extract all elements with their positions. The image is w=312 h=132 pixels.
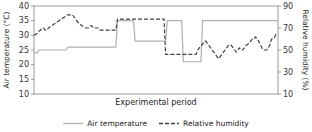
y2-tick: [278, 72, 281, 73]
y2-tick: [278, 6, 281, 7]
legend-swatch: [63, 123, 83, 124]
legend-swatch: [159, 123, 179, 124]
y-axis-label: Air temperature (°C): [2, 11, 11, 88]
y2-tick-label: 70: [283, 24, 293, 33]
legend-label: Air temperature: [87, 119, 147, 128]
series-line: [34, 21, 278, 62]
series-line: [34, 15, 276, 59]
y-tick: [31, 79, 34, 80]
y-tick: [31, 35, 34, 36]
chart: 10 15 20 25 30 35 40 10 30 50 70 90 Air temperature …: [0, 0, 312, 132]
y2-tick-label: 10: [283, 90, 293, 99]
plot-lines: [34, 15, 278, 62]
y-tick-label: 30: [19, 31, 29, 40]
y-tick: [31, 50, 34, 51]
y-tick: [31, 64, 34, 65]
y-tick-label: 35: [19, 16, 29, 25]
x-axis-label: Experimental period: [115, 98, 196, 107]
y2-tick-label: 90: [283, 2, 293, 11]
y-tick-label: 15: [19, 75, 29, 84]
y-tick-label: 10: [19, 90, 29, 99]
y2-tick: [278, 94, 281, 95]
y2-tick-label: 50: [283, 46, 293, 55]
y-tick: [31, 94, 34, 95]
y2-tick: [278, 28, 281, 29]
y-tick: [31, 20, 34, 21]
y-tick-label: 20: [19, 60, 29, 69]
legend-label: Relative humidity: [183, 119, 249, 128]
y-tick: [31, 6, 34, 7]
y2-tick-label: 30: [283, 68, 293, 77]
y-tick-label: 25: [19, 46, 29, 55]
y2-tick: [278, 50, 281, 51]
y2-axis-label: Relative humidity (%): [301, 9, 310, 90]
y-tick-label: 40: [19, 2, 29, 11]
legend: Air temperature Relative humidity: [63, 119, 249, 128]
plot-frame: [34, 6, 278, 94]
